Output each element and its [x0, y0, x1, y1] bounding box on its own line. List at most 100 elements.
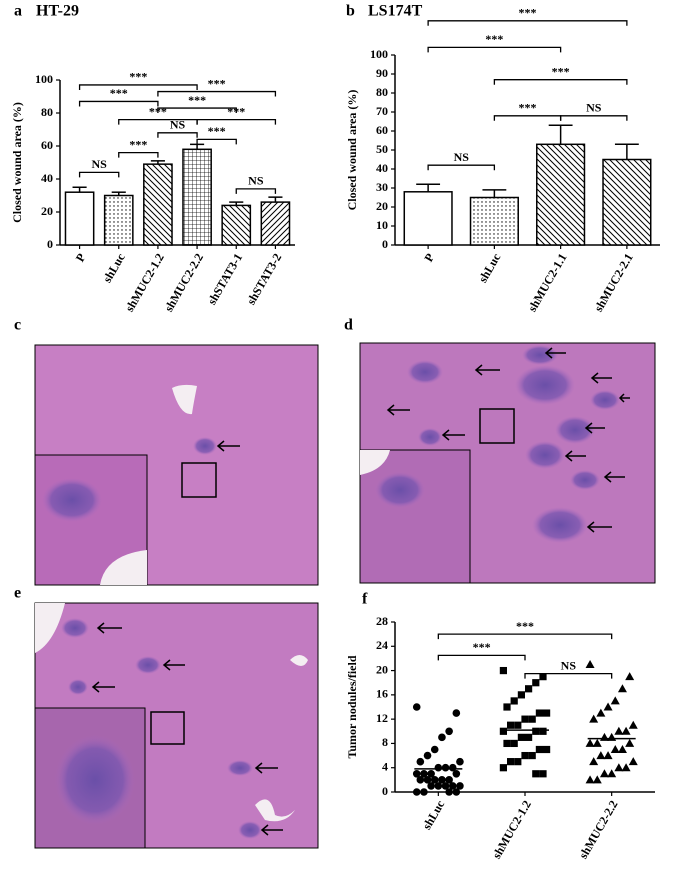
point — [532, 679, 540, 687]
y-tick-label: 100 — [370, 47, 388, 61]
y-tick-label: 20 — [41, 204, 53, 218]
point — [535, 745, 543, 754]
point — [535, 709, 543, 717]
y-tick-label: 80 — [41, 105, 53, 119]
point — [599, 769, 609, 778]
significance-bracket — [235, 188, 277, 194]
x-tick-label: P — [421, 251, 437, 264]
significance-label: NS — [91, 157, 107, 171]
point — [614, 763, 624, 772]
x-tick-label: shLuc — [100, 250, 128, 285]
point — [517, 733, 525, 741]
point — [452, 709, 461, 717]
point — [603, 702, 613, 711]
point — [589, 714, 599, 723]
x-tick-label: shMUC2-1.1 — [525, 251, 570, 314]
point — [452, 769, 461, 778]
point — [416, 776, 425, 784]
panel-label: c — [14, 317, 21, 334]
significance-label: *** — [129, 70, 147, 84]
significance-label: NS — [248, 174, 264, 188]
bar — [103, 194, 134, 246]
point — [420, 769, 428, 778]
point — [532, 727, 540, 735]
point — [592, 738, 602, 747]
point — [599, 732, 609, 741]
significance-bracket — [427, 20, 628, 26]
significance-label: *** — [227, 104, 245, 118]
point — [503, 739, 511, 748]
significance-bracket — [157, 90, 277, 97]
point — [625, 738, 635, 747]
panel-label: b — [346, 3, 355, 20]
y-axis-label: Closed wound area (%) — [345, 90, 359, 211]
y-tick-label: 24 — [376, 638, 388, 652]
point — [543, 745, 551, 754]
y-tick-label: 80 — [376, 85, 388, 99]
significance-label: *** — [208, 76, 226, 90]
x-tick-label: shMUC2-1.2 — [489, 798, 534, 861]
point — [503, 703, 511, 711]
y-tick-label: 20 — [376, 199, 388, 213]
point — [614, 726, 624, 735]
point — [528, 751, 536, 760]
x-tick-label: shSTAT3-2 — [244, 251, 285, 307]
point — [427, 782, 435, 790]
bar — [403, 191, 453, 246]
image-c: c — [14, 317, 319, 586]
point — [456, 782, 464, 790]
bar — [536, 143, 586, 246]
significance-label: *** — [110, 86, 128, 100]
significance-bracket — [493, 115, 562, 121]
significance-label: *** — [485, 32, 503, 46]
significance-bracket — [559, 115, 628, 121]
point — [412, 788, 421, 796]
x-tick-label: shSTAT3-1 — [205, 251, 246, 307]
point — [603, 751, 613, 760]
point — [507, 721, 515, 729]
point — [539, 770, 547, 778]
x-tick-label: shMUC2-1.2 — [122, 251, 167, 314]
point — [589, 757, 599, 766]
point — [445, 727, 453, 736]
bar — [221, 204, 252, 246]
y-tick-label: 60 — [41, 138, 53, 152]
point — [621, 726, 631, 735]
significance-label: NS — [586, 101, 602, 115]
significance-bracket — [437, 654, 526, 661]
point — [617, 684, 627, 693]
y-tick-label: 40 — [376, 161, 388, 175]
significance-label: *** — [519, 101, 537, 115]
point — [517, 691, 525, 699]
significance-label: *** — [149, 104, 167, 118]
y-tick-label: 16 — [376, 687, 388, 701]
point — [456, 757, 464, 766]
bar — [143, 163, 173, 246]
point — [510, 697, 518, 705]
point — [448, 782, 457, 790]
bar — [469, 196, 519, 246]
point — [585, 660, 595, 668]
point — [521, 751, 529, 760]
point — [412, 769, 421, 778]
point — [596, 708, 606, 717]
significance-bracket — [157, 107, 237, 114]
significance-label: *** — [129, 137, 147, 151]
bar — [182, 148, 212, 246]
panel-label: e — [14, 585, 21, 602]
point — [514, 721, 522, 729]
y-tick-label: 90 — [376, 66, 388, 80]
y-tick-label: 28 — [376, 614, 388, 628]
y-tick-label: 60 — [376, 123, 388, 137]
significance-label: NS — [561, 658, 577, 672]
point — [621, 763, 631, 772]
significance-bracket — [427, 164, 496, 171]
point — [539, 727, 547, 735]
point — [445, 776, 453, 784]
point — [441, 782, 450, 790]
point — [625, 672, 635, 681]
significance-bracket — [78, 100, 159, 107]
y-tick-label: 8 — [382, 735, 388, 749]
significance-bracket — [157, 132, 198, 138]
